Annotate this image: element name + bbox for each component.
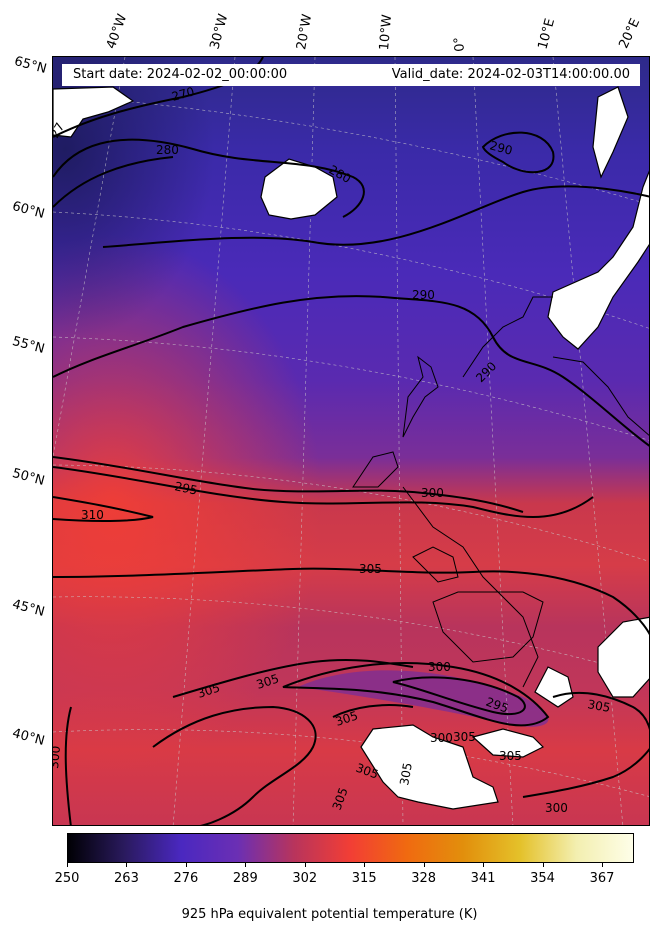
colorbar-tick-mark (483, 863, 485, 867)
contour-label: 290 (412, 288, 435, 302)
colorbar-tick-label: 341 (470, 871, 496, 886)
colorbar-tick-mark (304, 863, 306, 867)
contour-310 (53, 496, 154, 523)
contour-label: 300 (430, 731, 453, 745)
latitude-label: 40°N (10, 726, 47, 749)
longitude-label: 10°E (535, 16, 559, 51)
contour-label: 300 (545, 801, 568, 815)
longitude-label: 20°W (294, 13, 316, 52)
contour-290-north (102, 185, 649, 248)
contour-305-south (172, 658, 414, 698)
contour-label: 305 (255, 671, 281, 691)
contour-label: 300 (421, 486, 444, 500)
contour-label: 305 (499, 749, 522, 763)
contour-label: 305 (196, 680, 222, 700)
longitude-label: 10°W (377, 13, 396, 51)
start-date-text: Start date: 2024-02-02_00:00:00 (73, 67, 288, 82)
contour-label: 305 (586, 697, 611, 715)
latitude-label: 55°N (10, 334, 47, 357)
longitude-label: 40°W (103, 12, 131, 51)
colorbar-tick-label: 289 (232, 871, 258, 886)
north-scandinavia-mask (592, 86, 629, 179)
contour-290-loop (481, 131, 555, 174)
contour-label: 300 (53, 745, 63, 769)
latitude-label: 60°N (10, 199, 47, 222)
contour-295-south (392, 676, 526, 716)
colorbar-tick-mark (185, 863, 187, 867)
colorbar-tick-mark (245, 863, 247, 867)
atlas-east-mask (534, 666, 574, 708)
latitude-label: 50°N (10, 466, 47, 489)
contour-label: 280 (156, 143, 179, 157)
colorbar-tick-mark (423, 863, 425, 867)
longitude-label: 20°E (616, 16, 644, 51)
contour-300-north (53, 466, 594, 518)
contour-305-africa (332, 704, 414, 718)
colorbar-tick-label: 315 (351, 871, 377, 886)
colorbar-tick-mark (601, 863, 603, 867)
colorbar-tick-label: 354 (530, 871, 555, 886)
colorbar-tick-label: 250 (54, 871, 80, 886)
coastlines (352, 296, 649, 688)
iberia-high-mask (471, 728, 545, 758)
colorbar-label: 925 hPa equivalent potential temperature… (181, 907, 478, 922)
contour-label: 305 (359, 562, 382, 576)
header-bar (62, 64, 640, 86)
contour-295 (53, 456, 524, 513)
contour-280-inner (53, 156, 174, 208)
map-svg: 270 27 280 280 290 290 290 295 300 310 3… (53, 57, 649, 825)
africa-atlas-mask (360, 724, 499, 810)
iceland-mask (260, 158, 338, 220)
contour-305-loop (152, 705, 317, 825)
contour-290-main (53, 295, 649, 447)
contour-label: 305 (397, 762, 415, 787)
colorbar-tick-label: 328 (411, 871, 437, 886)
longitude-label: 0° (451, 36, 468, 53)
colorbar-tick-mark (364, 863, 366, 867)
contour-300-east (522, 748, 649, 798)
colorbar-tick-label: 263 (114, 871, 139, 886)
contour-labels: 270 27 280 280 290 290 290 295 300 310 3… (53, 84, 611, 815)
contour-280 (53, 138, 365, 218)
colorbar (67, 833, 634, 863)
colorbar-tick-label: 302 (292, 871, 318, 886)
contour-305-east (552, 691, 649, 731)
contour-label: 300 (428, 660, 451, 674)
contour-300-west (64, 706, 72, 825)
colorbar-tick-mark (126, 863, 128, 867)
land-masks (53, 86, 649, 810)
map-panel: 270 27 280 280 290 290 290 295 300 310 3… (52, 56, 650, 826)
colorbar-tick-label: 367 (589, 871, 615, 886)
colorbar-tick-mark (67, 863, 68, 867)
colorbar-tick-mark (542, 863, 544, 867)
contour-label: 310 (81, 508, 104, 522)
contour-305 (53, 567, 649, 636)
contour-lines (53, 57, 649, 825)
norway-mask (547, 170, 649, 350)
valid-date-text: Valid_date: 2024-02-03T14:00:00.00 (391, 67, 630, 82)
alps-balkan-mask (597, 616, 649, 698)
contour-label: 295 (173, 479, 198, 497)
colorbar-tick-label: 276 (173, 871, 199, 886)
longitude-label: 30°W (207, 12, 232, 51)
contour-label: 305 (334, 708, 360, 728)
latitude-label: 45°N (10, 597, 47, 620)
latitude-label: 65°N (12, 54, 49, 77)
contour-label: 305 (453, 730, 476, 744)
contour-label: 290 (488, 138, 514, 157)
contour-label: 270 (170, 84, 196, 103)
contour-300-south (282, 662, 550, 727)
